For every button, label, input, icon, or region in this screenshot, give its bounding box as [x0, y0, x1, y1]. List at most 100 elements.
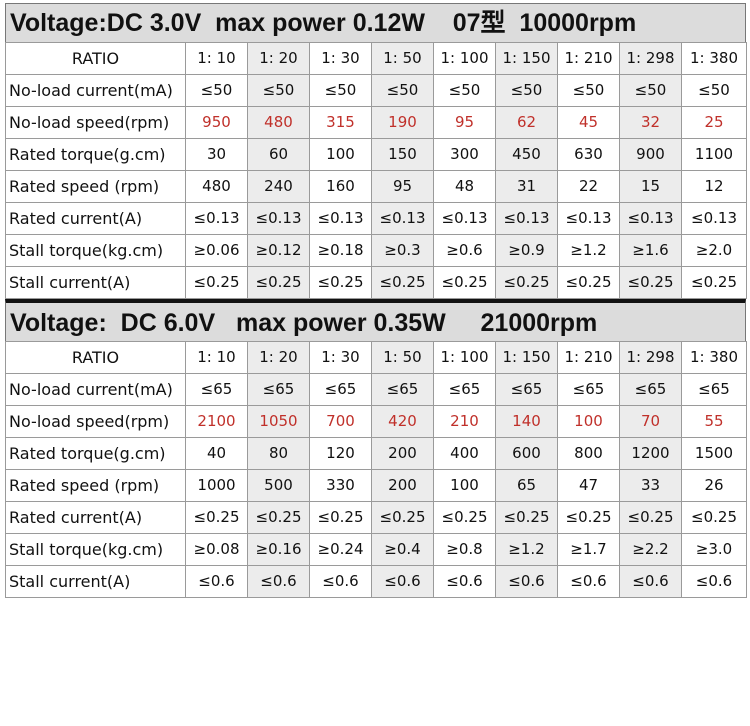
table-cell: ≥1.7: [557, 533, 620, 566]
table-cell: ≤65: [185, 373, 248, 406]
table-cell: 60: [247, 138, 310, 171]
table-cell: 70: [619, 405, 682, 438]
table-cell: ≤0.6: [371, 565, 434, 598]
table-cell: 190: [371, 106, 434, 139]
table-cell: ≤0.25: [371, 501, 434, 534]
table-row: RATIO 1: 10 1: 20 1: 30 1: 50 1: 100 1: 150 1: …: [5, 341, 747, 374]
table-cell: 330: [309, 469, 372, 502]
row-label: No-load speed(rpm): [5, 405, 186, 438]
table-cell: 200: [371, 469, 434, 502]
table-cell: ≤0.25: [371, 266, 434, 299]
row-label: Rated current(A): [5, 202, 186, 235]
section-2-title: Voltage: DC 6.0V max power 0.35W 21000rp…: [5, 299, 746, 341]
table-cell: ≥0.16: [247, 533, 310, 566]
table-cell: ≤0.25: [495, 266, 558, 299]
table-cell: ≤50: [495, 74, 558, 107]
table-cell: ≤50: [309, 74, 372, 107]
table-cell: 1: 10: [185, 341, 248, 374]
table-cell: 1: 50: [371, 42, 434, 75]
table-cell: 26: [681, 469, 747, 502]
table-cell: 1100: [681, 138, 747, 171]
table-cell: ≤50: [247, 74, 310, 107]
table-cell: ≤0.13: [185, 202, 248, 235]
table-cell: ≤0.6: [495, 565, 558, 598]
row-label: Rated torque(g.cm): [5, 437, 186, 470]
row-label: Stall torque(kg.cm): [5, 234, 186, 267]
table-cell: 200: [371, 437, 434, 470]
table-cell: 1: 380: [681, 341, 747, 374]
table-row: Stall torque(kg.cm) ≥0.08 ≥0.16 ≥0.24 ≥0.4 ≥0…: [5, 533, 747, 566]
section-2-table: RATIO 1: 10 1: 20 1: 30 1: 50 1: 100 1: 150 1: …: [5, 341, 747, 598]
table-cell: 1: 30: [309, 341, 372, 374]
table-cell: 32: [619, 106, 682, 139]
table-cell: 31: [495, 170, 558, 203]
table-cell: 1: 10: [185, 42, 248, 75]
table-cell: 48: [433, 170, 496, 203]
table-cell: 1: 100: [433, 341, 496, 374]
table-cell: 315: [309, 106, 372, 139]
row-label: Stall torque(kg.cm): [5, 533, 186, 566]
table-cell: ≤0.6: [309, 565, 372, 598]
table-cell: 100: [557, 405, 620, 438]
table-row: Stall torque(kg.cm) ≥0.06 ≥0.12 ≥0.18 ≥0.3 ≥0…: [5, 234, 747, 267]
table-cell: 150: [371, 138, 434, 171]
table-cell: 1: 380: [681, 42, 747, 75]
table-cell: 1: 50: [371, 341, 434, 374]
table-cell: ≥0.06: [185, 234, 248, 267]
table-cell: 40: [185, 437, 248, 470]
table-cell: 1050: [247, 405, 310, 438]
table-cell: 30: [185, 138, 248, 171]
table-cell: ≤0.25: [619, 501, 682, 534]
table-cell: 630: [557, 138, 620, 171]
table-cell: ≤0.13: [681, 202, 747, 235]
table-cell: ≤50: [681, 74, 747, 107]
table-cell: ≤0.25: [247, 266, 310, 299]
table-cell: 95: [433, 106, 496, 139]
row-label: Stall current(A): [5, 266, 186, 299]
table-cell: 1: 150: [495, 42, 558, 75]
table-cell: ≤50: [185, 74, 248, 107]
table-cell: 1: 298: [619, 42, 682, 75]
table-cell: 1: 20: [247, 42, 310, 75]
table-cell: ≤50: [557, 74, 620, 107]
table-cell: 1500: [681, 437, 747, 470]
table-cell: ≤50: [371, 74, 434, 107]
table-row: No-load current(mA) ≤50 ≤50 ≤50 ≤50 ≤50 ≤50 ≤50…: [5, 74, 747, 107]
table-cell: ≥1.6: [619, 234, 682, 267]
table-row: Rated torque(g.cm) 40 80 120 200 400 600 800 120…: [5, 437, 747, 470]
table-cell: 12: [681, 170, 747, 203]
table-row: Rated current(A) ≤0.13 ≤0.13 ≤0.13 ≤0.13 ≤0.1…: [5, 202, 747, 235]
table-cell: 160: [309, 170, 372, 203]
table-cell: 45: [557, 106, 620, 139]
table-cell: 62: [495, 106, 558, 139]
table-cell: ≤0.6: [433, 565, 496, 598]
table-cell: ≤0.25: [433, 501, 496, 534]
table-cell: ≥0.4: [371, 533, 434, 566]
table-cell: 480: [185, 170, 248, 203]
table-cell: 95: [371, 170, 434, 203]
table-cell: ≤0.13: [433, 202, 496, 235]
table-cell: 1200: [619, 437, 682, 470]
table-cell: ≤65: [433, 373, 496, 406]
table-cell: 100: [309, 138, 372, 171]
table-cell: 210: [433, 405, 496, 438]
table-cell: ≥0.3: [371, 234, 434, 267]
table-cell: ≥0.08: [185, 533, 248, 566]
table-row: No-load current(mA) ≤65 ≤65 ≤65 ≤65 ≤65 ≤65 ≤65…: [5, 373, 747, 406]
table-row: Stall current(A) ≤0.6 ≤0.6 ≤0.6 ≤0.6 ≤0.6 ≤0.6…: [5, 565, 747, 598]
table-cell: ≤0.13: [247, 202, 310, 235]
table-cell: 1: 100: [433, 42, 496, 75]
section-1-table: RATIO 1: 10 1: 20 1: 30 1: 50 1: 100 1: 150 1: …: [5, 42, 747, 299]
row-label: Rated speed (rpm): [5, 469, 186, 502]
row-label: Stall current(A): [5, 565, 186, 598]
table-cell: 2100: [185, 405, 248, 438]
table-cell: ≤0.6: [681, 565, 747, 598]
table-cell: 25: [681, 106, 747, 139]
table-cell: ≤0.25: [309, 501, 372, 534]
table-cell: ≤0.25: [247, 501, 310, 534]
table-cell: ≤50: [433, 74, 496, 107]
table-cell: ≥0.6: [433, 234, 496, 267]
table-cell: 700: [309, 405, 372, 438]
table-cell: ≤0.13: [371, 202, 434, 235]
table-cell: 33: [619, 469, 682, 502]
